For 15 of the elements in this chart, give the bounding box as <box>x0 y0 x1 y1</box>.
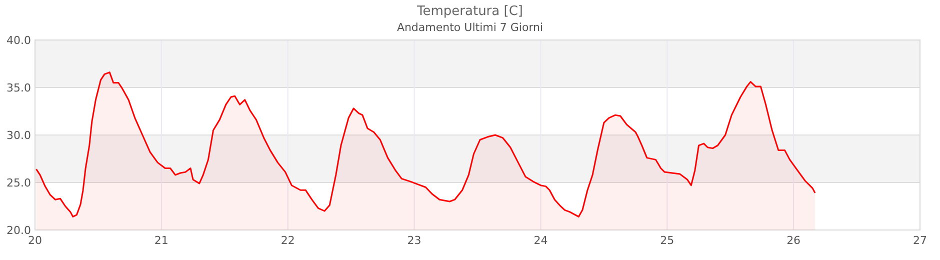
x-tick-label: 26 <box>786 234 801 247</box>
y-tick-label: 30.0 <box>6 128 31 142</box>
y-tick-label: 40.0 <box>6 34 31 47</box>
x-tick-label: 20 <box>28 234 42 247</box>
y-tick-label: 35.0 <box>6 81 31 94</box>
y-tick-label: 25.0 <box>6 176 31 190</box>
chart-title: Temperatura [C] <box>416 4 523 19</box>
x-tick-label: 27 <box>913 234 927 247</box>
x-tick-label: 23 <box>407 234 422 247</box>
y-tick-label: 20.0 <box>6 224 31 237</box>
x-tick-label: 22 <box>280 234 295 247</box>
x-tick-label: 24 <box>534 234 548 247</box>
x-tick-label: 25 <box>660 234 674 247</box>
x-tick-label: 21 <box>154 234 168 247</box>
chart-subtitle: Andamento Ultimi 7 Giorni <box>396 21 544 34</box>
